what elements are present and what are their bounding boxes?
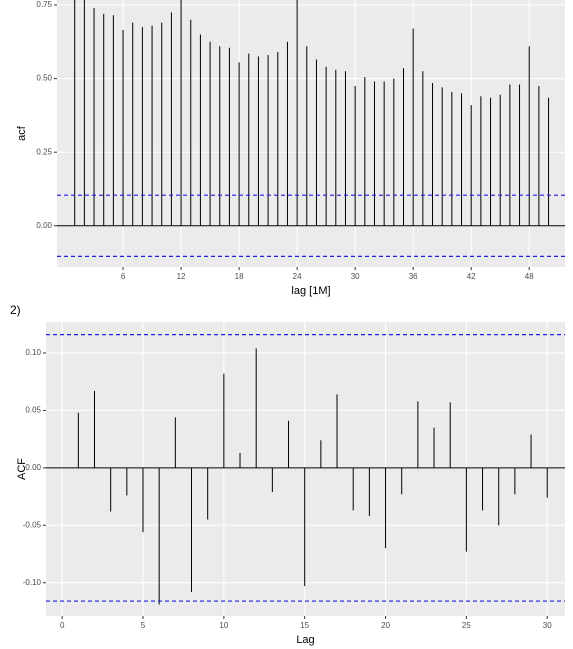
x-axis-title: Lag [296,634,314,646]
y-tick-label: 0.05 [25,406,41,415]
x-tick-label: 10 [219,621,228,630]
y-axis-title: ACF [16,458,28,480]
panel-background [57,0,565,267]
y-tick-label: 0.75 [36,0,52,9]
plot-area [46,322,565,616]
y-axis-title: acf [16,125,28,141]
x-tick-label: 30 [351,272,360,281]
x-tick-label: 25 [462,621,471,630]
panel-background [46,322,565,616]
x-tick-label: 15 [300,621,309,630]
x-axis-title: lag [1M] [291,285,330,297]
x-tick-label: 48 [525,272,534,281]
x-tick-label: 5 [141,621,146,630]
y-tick-label: 0.25 [36,147,52,156]
x-tick-label: 18 [235,272,244,281]
y-tick-label: -0.10 [23,578,42,587]
x-tick-label: 12 [177,272,186,281]
plot-area [57,0,565,267]
x-tick-label: 20 [381,621,390,630]
x-tick-label: 30 [543,621,552,630]
y-tick-label: 0.10 [25,348,41,357]
x-tick-label: 24 [293,272,302,281]
x-tick-label: 0 [60,621,65,630]
x-tick-label: 6 [121,272,126,281]
panel-label: 2) [10,303,21,317]
y-tick-label: 0.50 [36,74,52,83]
y-tick-label: 0.00 [25,463,41,472]
y-tick-label: -0.05 [23,520,42,529]
x-tick-label: 36 [409,272,418,281]
y-tick-label: 0.00 [36,221,52,230]
x-tick-label: 42 [467,272,476,281]
